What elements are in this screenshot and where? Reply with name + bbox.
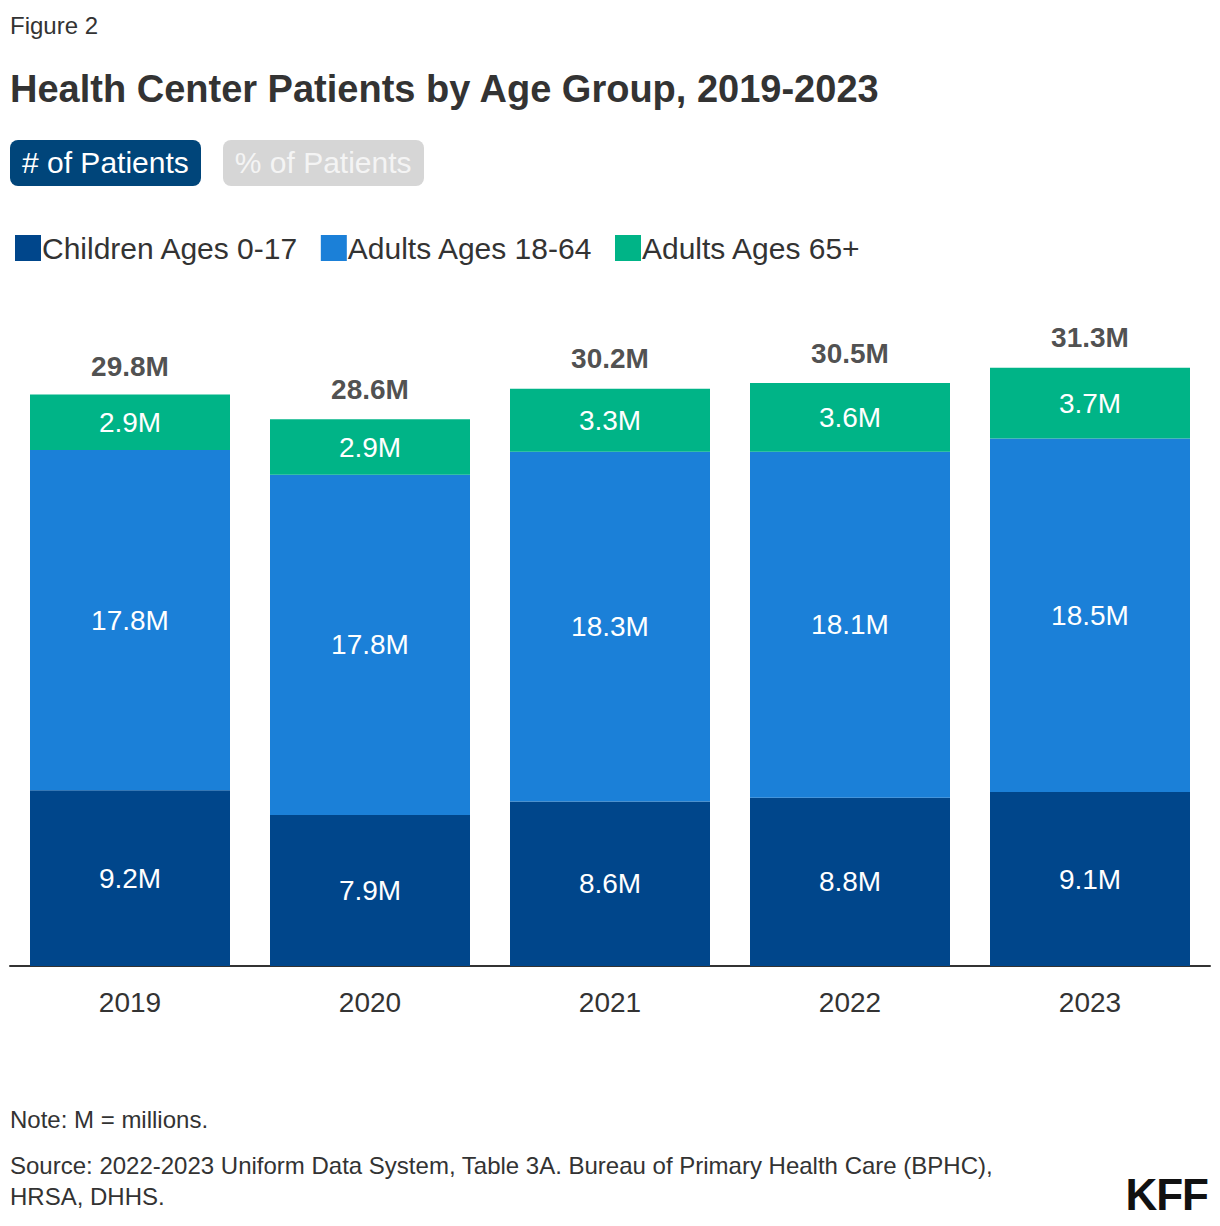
html-text:Source: 2022-2023 Uniform Data: Source: 2022-2023 Uniform Data System, T…	[10, 1152, 993, 1210]
svg-text:18.3M: 18.3M	[571, 611, 649, 642]
svg-text:2019: 2019	[99, 987, 161, 1018]
svg-text:2.9M: 2.9M	[339, 432, 401, 463]
svg-text:2021: 2021	[579, 987, 641, 1018]
svg-text:30.2M: 30.2M	[571, 343, 649, 374]
html-text:% of Patients: % of Patients	[234, 146, 412, 179]
svg-text:7.9M: 7.9M	[339, 875, 401, 906]
html-text:Figure 2: Figure 2	[10, 12, 98, 39]
svg-text:8.8M: 8.8M	[819, 866, 881, 897]
svg-text:17.8M: 17.8M	[331, 629, 409, 660]
svg-text:28.6M: 28.6M	[331, 374, 409, 405]
svg-text:2.9M: 2.9M	[99, 407, 161, 438]
svg-text:9.1M: 9.1M	[1059, 864, 1121, 895]
svg-text:2022: 2022	[819, 987, 881, 1018]
svg-text:3.7M: 3.7M	[1059, 388, 1121, 419]
svg-text:30.5M: 30.5M	[811, 338, 889, 369]
svg-text:2020: 2020	[339, 987, 401, 1018]
svg-text:31.3M: 31.3M	[1051, 322, 1129, 353]
svg-text:3.6M: 3.6M	[819, 402, 881, 433]
svg-text:17.8M: 17.8M	[91, 605, 169, 636]
svg-text:8.6M: 8.6M	[579, 868, 641, 899]
svg-text:Children Ages 0-17: Children Ages 0-17	[42, 232, 297, 265]
svg-text:29.8M: 29.8M	[91, 351, 169, 382]
svg-text:18.1M: 18.1M	[811, 609, 889, 640]
html-text:# of Patients: # of Patients	[22, 146, 189, 179]
html-text:Health Center Patients by Age: Health Center Patients by Age Group, 201…	[10, 68, 879, 110]
html-text:Note: M = millions.: Note: M = millions.	[10, 1106, 209, 1133]
svg-text:2023: 2023	[1059, 987, 1121, 1018]
svg-text:Adults Ages 65+: Adults Ages 65+	[642, 232, 860, 265]
svg-text:3.3M: 3.3M	[579, 405, 641, 436]
svg-text:18.5M: 18.5M	[1051, 600, 1129, 631]
svg-text:9.2M: 9.2M	[99, 863, 161, 894]
html-text:KFF: KFF	[1125, 1170, 1208, 1219]
svg-text:Adults Ages 18-64: Adults Ages 18-64	[348, 232, 592, 265]
